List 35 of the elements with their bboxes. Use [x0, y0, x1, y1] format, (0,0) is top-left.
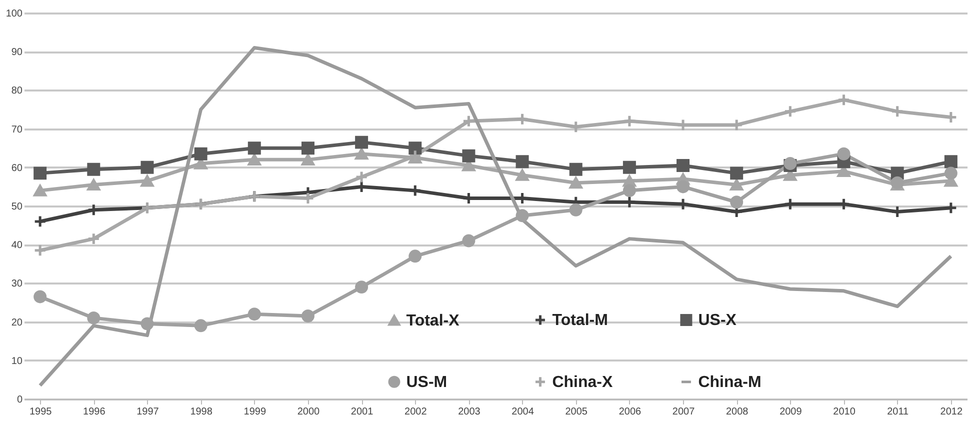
x-tick-label: 2011: [887, 406, 910, 418]
legend-label: US-X: [698, 312, 737, 330]
y-tick-label: 10: [11, 356, 23, 367]
y-tick-label: 30: [11, 278, 23, 290]
y-tick-label: 50: [11, 202, 23, 212]
y-tick-label: 70: [11, 124, 23, 136]
x-tick-label: 1999: [244, 406, 266, 418]
x-tick-label: 2001: [350, 406, 374, 418]
legend-label: US-M: [406, 374, 448, 391]
y-tick-label: 60: [11, 162, 23, 174]
x-tick-label: 2008: [726, 406, 749, 418]
legend-label: Total-X: [406, 312, 460, 330]
y-tick-label: 80: [11, 86, 23, 97]
legend-label: Total-M: [552, 312, 608, 330]
x-tick-label: 2000: [297, 406, 320, 418]
y-tick-label: 20: [11, 317, 23, 328]
y-tick-label: 0: [16, 394, 23, 406]
x-tick-label: 2009: [780, 406, 802, 418]
legend-label: China-M: [698, 374, 762, 391]
y-tick-label: 40: [11, 240, 23, 252]
y-tick-label: 90: [11, 47, 23, 58]
x-tick-label: 2006: [618, 406, 642, 418]
x-tick-label: 2005: [565, 406, 588, 418]
x-tick-label: 1997: [136, 406, 160, 418]
x-tick-label: 1995: [29, 406, 52, 418]
x-tick-label: 2012: [940, 406, 963, 418]
legend-label: China-X: [552, 374, 614, 391]
x-tick-label: 1998: [190, 406, 213, 418]
x-tick-label: 1996: [83, 406, 106, 418]
x-tick-label: 2002: [404, 406, 428, 418]
x-tick-label: 2007: [672, 406, 696, 418]
x-tick-label: 2003: [458, 406, 481, 418]
y-tick-label: 100: [6, 8, 23, 20]
x-tick-label: 2010: [833, 406, 856, 418]
x-tick-label: 2004: [512, 406, 534, 418]
